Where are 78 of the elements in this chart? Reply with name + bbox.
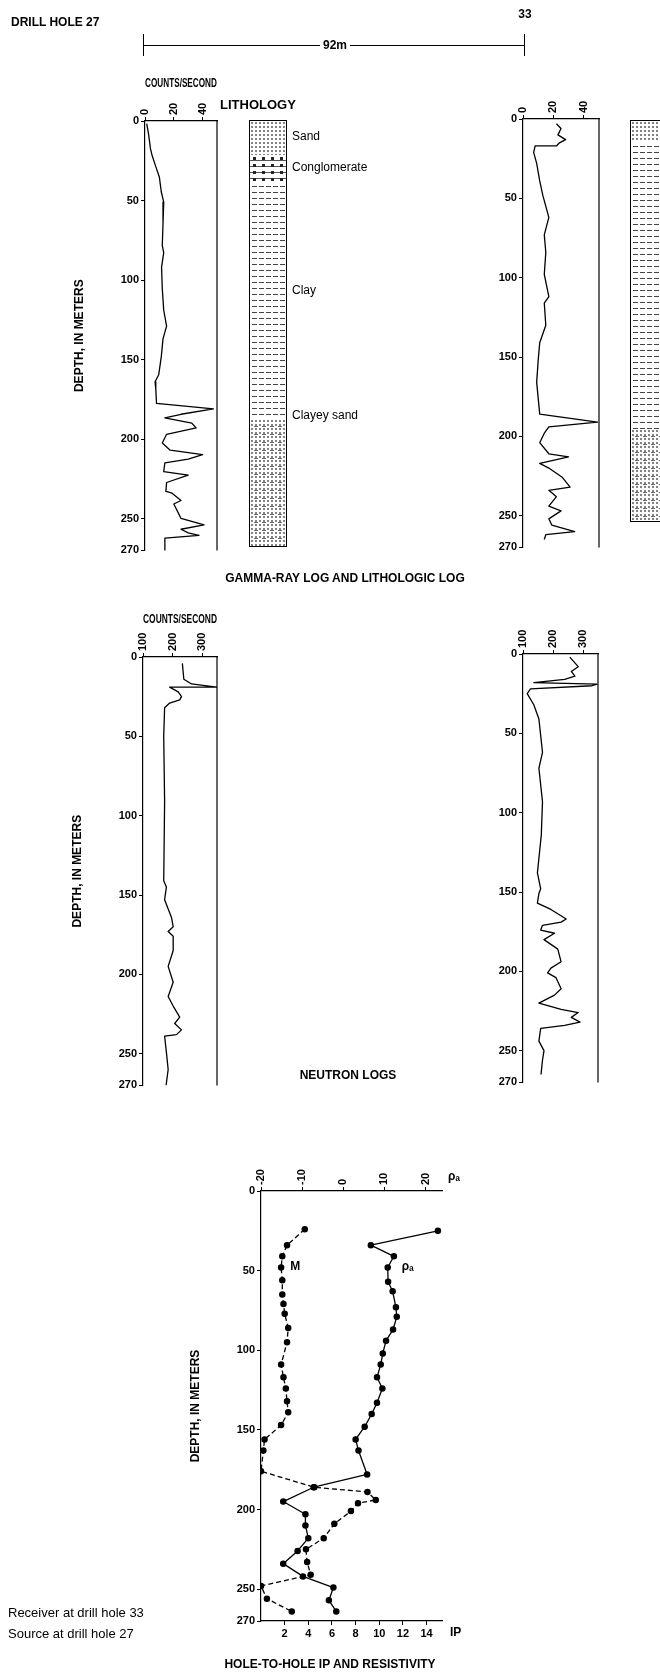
x-tick-label: 40 (195, 102, 208, 115)
y-tick-label: 250 (498, 1043, 517, 1056)
text: GAMMA-RAY LOG AND LITHOLOGIC LOG (225, 571, 465, 585)
y-tick-label: 150 (498, 350, 517, 363)
x-tick-label: 6 (328, 1626, 336, 1639)
text: DRILL HOLE 27 (8, 15, 103, 29)
text: Sand (292, 129, 321, 143)
x-axis-title: IP (450, 1625, 462, 1640)
x-axis-title: COUNTS/SECOND (143, 612, 218, 625)
x2-tick-label: 10 (377, 1172, 390, 1185)
x-tick-label: 0 (516, 106, 529, 113)
source-note: Source at drill hole 27 (8, 1625, 134, 1641)
y-tick-label: 50 (504, 726, 517, 739)
y-tick-label: 50 (126, 193, 139, 206)
text: NEUTRON LOGS (299, 1068, 397, 1082)
x2-tick-label: 20 (418, 1172, 431, 1185)
series-label: M (290, 1258, 301, 1273)
y-tick-label: 0 (132, 114, 139, 127)
y-tick-label: 0 (510, 647, 517, 660)
text: 33 (515, 7, 535, 21)
y-tick-label: 270 (118, 1078, 137, 1091)
text: Conglomerate (292, 160, 368, 174)
x-tick-label: 8 (352, 1626, 359, 1639)
y-tick-label: 270 (498, 540, 517, 553)
text: LITHOLOGY (220, 96, 296, 112)
y-tick-label: 50 (242, 1263, 255, 1276)
y-tick-label: 50 (504, 191, 517, 204)
y-tick-label: 100 (118, 808, 137, 821)
y-tick-label: 50 (124, 729, 137, 742)
y-tick-label: 100 (236, 1343, 255, 1356)
y-tick-label: 200 (498, 964, 517, 977)
y-tick-label: 200 (118, 967, 137, 980)
text: 92m (319, 38, 351, 52)
y-tick-label: 270 (120, 543, 139, 556)
text: HOLE-TO-HOLE IP AND RESISTIVITY (224, 1657, 436, 1671)
x-tick-label: 0 (138, 108, 151, 115)
x-tick-label: 300 (576, 629, 589, 648)
x-tick-label: 200 (165, 632, 178, 651)
y-tick-label: 150 (498, 885, 517, 898)
y-tick-label: 150 (120, 352, 139, 365)
y-tick-label: 250 (236, 1582, 255, 1595)
x-tick-label: 300 (195, 632, 208, 651)
y-axis-title: DEPTH, IN METERS (69, 814, 84, 928)
y-tick-label: 250 (498, 508, 517, 521)
y-tick-label: 270 (498, 1075, 517, 1088)
x-tick-label: 12 (396, 1626, 410, 1639)
y-tick-label: 200 (120, 432, 139, 445)
y-axis-title: DEPTH, IN METERS (187, 1349, 202, 1463)
y-tick-label: 250 (120, 511, 139, 524)
x-tick-label: 2 (281, 1626, 288, 1639)
y-tick-label: 150 (236, 1422, 255, 1435)
y-tick-label: 0 (248, 1184, 255, 1197)
y-tick-label: 200 (236, 1502, 255, 1515)
y-tick-label: 0 (130, 650, 137, 663)
x-tick-label: 20 (546, 100, 559, 113)
x2-tick-label: -20 (254, 1169, 267, 1185)
x2-tick-label: 0 (336, 1178, 349, 1185)
y-tick-label: 250 (118, 1046, 137, 1059)
x-tick-label: 4 (305, 1626, 313, 1639)
x-tick-label: 14 (420, 1626, 434, 1639)
x-tick-label: 20 (166, 102, 179, 115)
y-tick-label: 100 (120, 273, 139, 286)
x-axis-title: COUNTS/SECOND (145, 76, 217, 89)
x-tick-label: 10 (373, 1626, 386, 1639)
x-tick-label: 40 (576, 100, 589, 113)
y-tick-label: 150 (118, 888, 137, 901)
series-label: ρₐ (401, 1258, 415, 1273)
y-axis-title: DEPTH, IN METERS (71, 279, 86, 393)
text: Receiver at drill hole 33 (8, 1604, 144, 1620)
y-tick-label: 100 (498, 805, 517, 818)
x2-axis-title: ρₐ (448, 1169, 461, 1184)
y-tick-label: 100 (498, 270, 517, 283)
text: Clayey sand (292, 408, 359, 422)
x-tick-label: 200 (546, 629, 559, 648)
y-tick-label: 270 (236, 1614, 255, 1627)
x2-tick-label: -10 (295, 1169, 308, 1185)
text: Clay (292, 283, 317, 297)
y-tick-label: 200 (498, 429, 517, 442)
